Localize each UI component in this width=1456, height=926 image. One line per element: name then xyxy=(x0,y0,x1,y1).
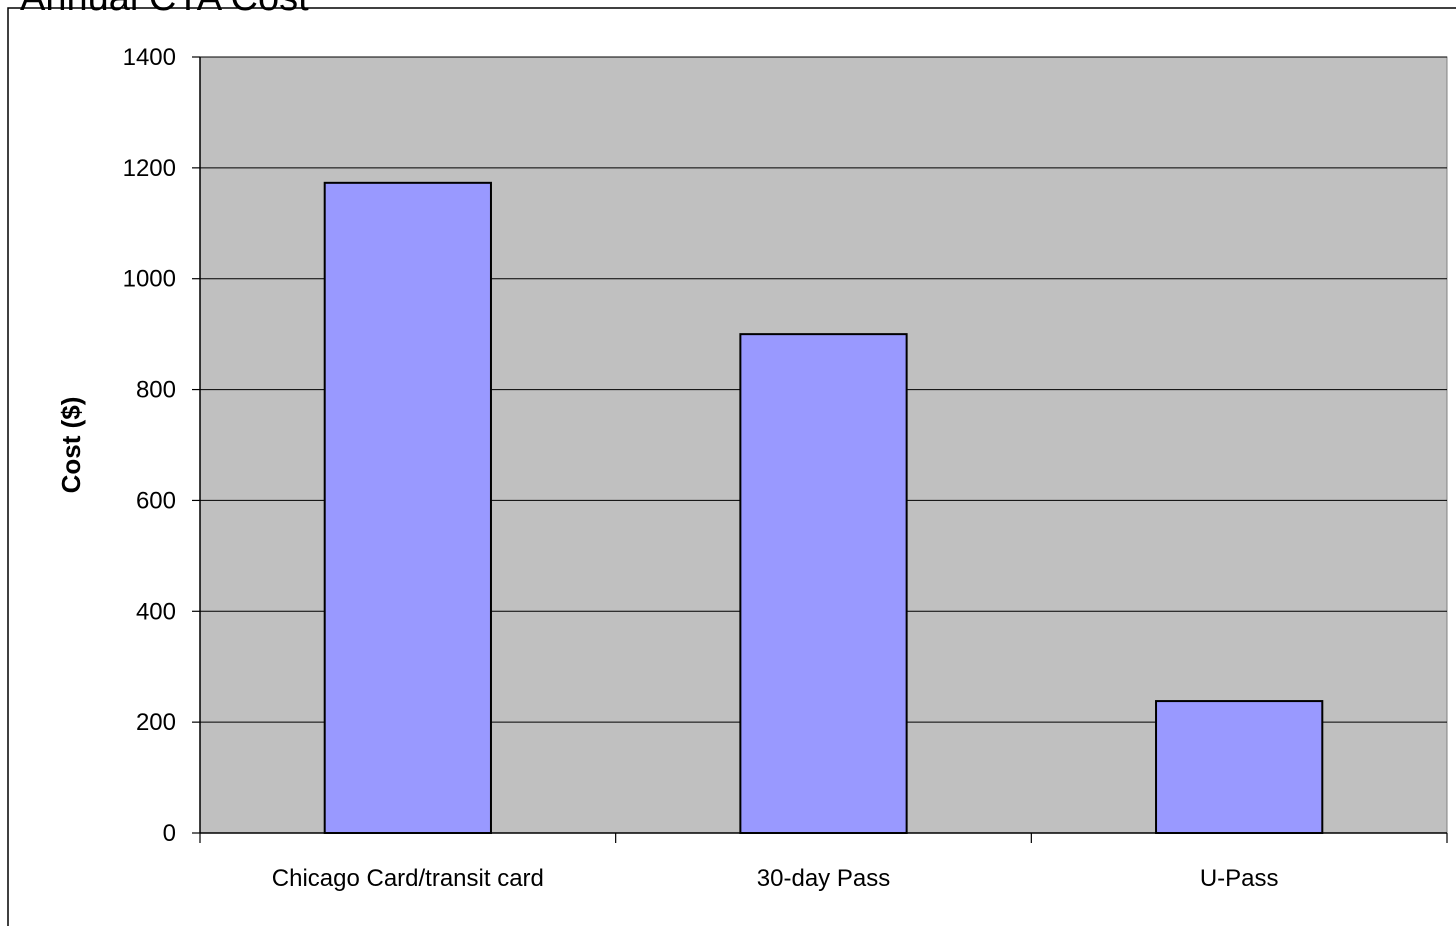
x-category-label: Chicago Card/transit card xyxy=(272,865,544,892)
y-tick-label: 1400 xyxy=(123,44,176,71)
y-tick-label: 800 xyxy=(136,377,176,404)
y-tick-label: 1000 xyxy=(123,266,176,293)
y-tick-label: 600 xyxy=(136,487,176,514)
bar-u-pass xyxy=(1155,700,1324,835)
y-tick-label: 0 xyxy=(163,820,176,847)
x-category-label: U-Pass xyxy=(1200,865,1279,892)
y-tick-label: 200 xyxy=(136,709,176,736)
x-category-label: 30-day Pass xyxy=(757,865,890,892)
y-tick-label: 400 xyxy=(136,598,176,625)
bar-chicago-card-transit-card xyxy=(323,181,492,834)
y-axis-title: Cost ($) xyxy=(56,397,86,494)
bar-30-day-pass xyxy=(739,333,908,834)
y-tick-label: 1200 xyxy=(123,155,176,182)
chart-title: Annual CTA Cost xyxy=(20,0,309,19)
